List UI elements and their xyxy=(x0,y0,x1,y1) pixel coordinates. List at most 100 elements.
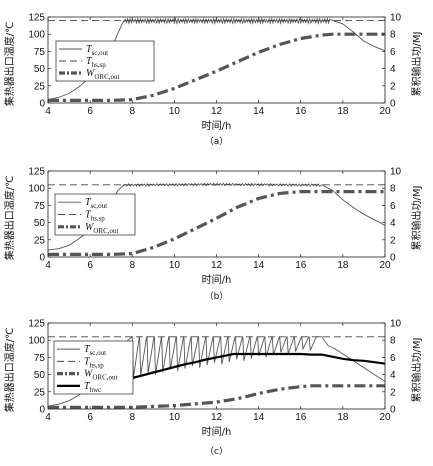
x-tick-label: 14 xyxy=(253,106,265,117)
legend-symbol: T xyxy=(85,197,92,208)
legend-symbol: T xyxy=(86,56,93,67)
x-tick-label: 20 xyxy=(379,412,391,423)
x-tick-label: 16 xyxy=(295,106,307,117)
x-tick-label: 8 xyxy=(129,412,135,423)
x-tick-label: 16 xyxy=(295,260,307,271)
y-right-tick-label: 4 xyxy=(390,370,396,381)
x-tick-label: 4 xyxy=(45,106,51,117)
y-right-tick-label: 4 xyxy=(390,64,396,75)
x-tick-label: 12 xyxy=(211,412,223,423)
x-tick-label: 12 xyxy=(211,106,223,117)
y-left-tick-label: 25 xyxy=(34,81,46,92)
legend-label-w: WORC,out xyxy=(85,222,118,235)
series-line-tsc xyxy=(48,335,385,407)
x-tick-label: 18 xyxy=(337,412,349,423)
y-left-tick-label: 125 xyxy=(28,13,45,24)
y-left-axis-label: 集热器出口温度/℃ xyxy=(3,328,16,413)
y-right-tick-label: 8 xyxy=(390,30,396,41)
y-left-tick-label: 25 xyxy=(34,235,46,246)
legend-symbol: T xyxy=(85,210,92,221)
legend-label-tsc: Tsc,out xyxy=(86,44,108,57)
plot-area xyxy=(48,335,385,409)
legend-symbol: T xyxy=(86,44,93,55)
y-right-tick-label: 6 xyxy=(390,201,396,212)
y-left-tick-label: 100 xyxy=(28,30,45,41)
y-left-tick-label: 50 xyxy=(34,64,46,75)
series-line-w xyxy=(48,32,385,102)
y-right-tick-label: 10 xyxy=(390,319,402,330)
legend-subscript: ORC,out xyxy=(94,73,119,81)
y-left-axis-label: 集热器出口温度/℃ xyxy=(3,176,16,261)
x-tick-label: 4 xyxy=(45,260,51,271)
x-tick-label: 14 xyxy=(253,260,265,271)
y-left-tick-label: 25 xyxy=(34,387,46,398)
x-tick-label: 6 xyxy=(87,260,93,271)
legend-box xyxy=(54,193,136,236)
y-right-tick-label: 8 xyxy=(390,184,396,195)
legend-subscript: sc,out xyxy=(90,349,107,357)
y-left-axis-label: 集热器出口温度/℃ xyxy=(3,22,16,107)
legend-subscript: hwc xyxy=(90,386,102,394)
y-right-tick-label: 10 xyxy=(390,167,402,178)
y-right-tick-label: 2 xyxy=(390,387,396,398)
legend-symbol: T xyxy=(84,356,91,367)
chart-panel-a: 4 6 8 10 12 14 16 18 2002550751001250246810时间/h集… xyxy=(3,13,423,148)
x-tick-label: 20 xyxy=(379,260,391,271)
legend-label-ths: Ths,sp xyxy=(85,210,105,223)
legend-symbol: T xyxy=(84,344,91,355)
y-left-tick-label: 0 xyxy=(39,99,45,110)
x-tick-label: 10 xyxy=(169,106,181,117)
y-left-tick-label: 75 xyxy=(34,201,46,212)
legend-symbol: T xyxy=(84,381,91,392)
x-tick-label: 12 xyxy=(211,260,223,271)
series-line-w xyxy=(48,190,385,256)
legend-label-w: WORC,out xyxy=(86,68,119,81)
x-tick-label: 10 xyxy=(169,412,181,423)
y-right-tick-label: 0 xyxy=(390,405,396,416)
legend-symbol: W xyxy=(85,222,95,233)
panel-caption: （a） xyxy=(205,136,229,147)
legend-subscript: ORC,out xyxy=(92,374,117,382)
legend-subscript: hs,sp xyxy=(90,361,105,369)
legend-label-ths: Ths,sp xyxy=(84,356,104,369)
x-tick-label: 18 xyxy=(337,260,349,271)
y-right-axis-label: 累积输出功/MJ xyxy=(410,186,423,251)
y-right-tick-label: 2 xyxy=(390,235,396,246)
y-left-tick-label: 0 xyxy=(39,405,45,416)
legend-subscript: hs,sp xyxy=(92,61,107,69)
y-right-tick-label: 0 xyxy=(390,253,396,264)
y-right-tick-label: 6 xyxy=(390,353,396,364)
legend-subscript: sc,out xyxy=(91,202,108,210)
chart-panel-b: 4 6 8 10 12 14 16 18 2002550751001250246810时间/h集… xyxy=(3,167,423,303)
y-right-tick-label: 6 xyxy=(390,47,396,58)
y-left-tick-label: 50 xyxy=(34,370,46,381)
legend-subscript: ORC,out xyxy=(93,227,118,235)
y-right-tick-label: 2 xyxy=(390,81,396,92)
x-axis-label: 时间/h xyxy=(202,425,232,438)
y-right-tick-label: 8 xyxy=(390,336,396,347)
y-left-tick-label: 100 xyxy=(28,184,45,195)
y-right-tick-label: 10 xyxy=(390,13,402,24)
panel-caption: （c） xyxy=(205,446,228,457)
y-left-tick-label: 125 xyxy=(28,319,45,330)
x-axis-label: 时间/h xyxy=(202,273,232,286)
x-tick-label: 14 xyxy=(253,412,265,423)
legend-label-ths: Ths,sp xyxy=(86,56,106,69)
x-tick-label: 6 xyxy=(87,106,93,117)
series-line-w xyxy=(48,384,385,409)
x-tick-label: 10 xyxy=(169,260,181,271)
y-left-tick-label: 75 xyxy=(34,47,46,58)
legend-subscript: hs,sp xyxy=(91,215,106,223)
legend-symbol: W xyxy=(86,68,96,79)
y-left-tick-label: 0 xyxy=(39,253,45,264)
x-axis-label: 时间/h xyxy=(202,119,232,132)
y-left-tick-label: 125 xyxy=(28,167,45,178)
chart-panel-c: 4 6 8 10 12 14 16 18 2002550751001250246810时间/h集… xyxy=(3,319,423,458)
legend-label-tsc: Tsc,out xyxy=(85,197,107,210)
x-tick-label: 6 xyxy=(87,412,93,423)
series-line-thwc xyxy=(132,352,385,380)
